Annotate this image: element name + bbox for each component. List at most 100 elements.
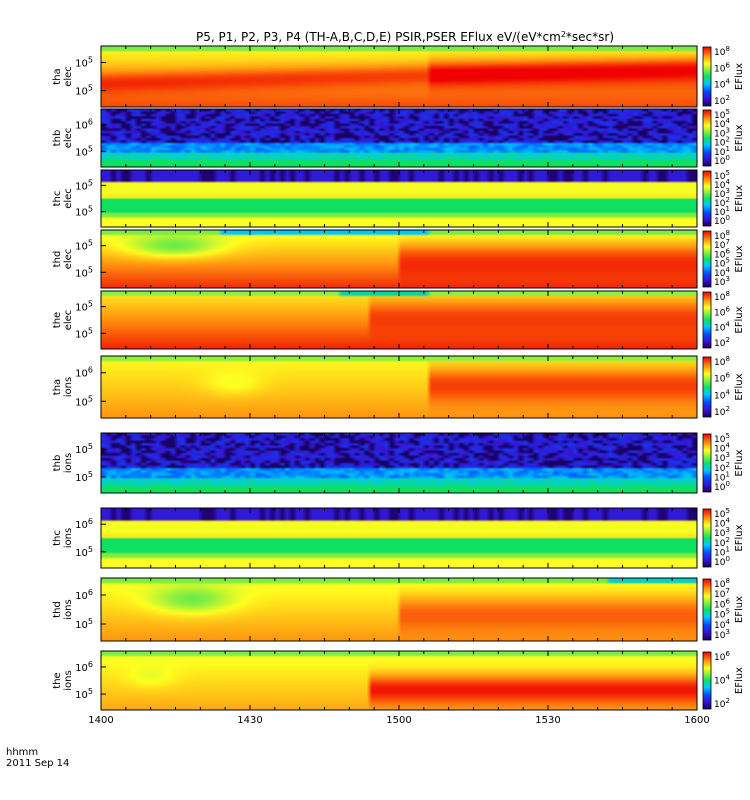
colorbar-tick-label: 104 (714, 178, 730, 191)
y-axis-species-label: ions (63, 377, 74, 397)
x-tick-label: 1600 (684, 715, 709, 726)
colorbar-tick-label: 102 (714, 697, 730, 710)
colorbar-label: EFlux (734, 373, 745, 400)
y-tick-label: 106 (75, 366, 93, 380)
y-tick-label: 105 (75, 687, 93, 701)
y-axis-species-label: elec (63, 66, 74, 87)
colorbar-tick-label: 106 (714, 597, 730, 610)
colorbar-tick-label: 102 (714, 336, 730, 349)
colorbar-tick-label: 107 (714, 238, 730, 251)
colorbar-tick-label: 104 (714, 321, 730, 334)
y-axis-species-label: ions (63, 599, 74, 619)
colorbar-tick-label: 104 (714, 266, 730, 279)
colorbar-tick-label: 106 (714, 650, 730, 663)
y-axis-species-label: elec (63, 128, 74, 149)
colorbar-tick-label: 102 (714, 94, 730, 107)
colorbar-label: EFlux (734, 306, 745, 333)
panel-tha-elec: 105 105 tha elec 108 106 104 102 EFlux (52, 45, 745, 108)
colorbar-tick-label: 105 (714, 257, 730, 270)
colorbar-tick-label: 102 (714, 136, 730, 149)
y-tick-label: 105 (75, 300, 93, 314)
colorbar-label: EFlux (734, 124, 745, 151)
x-axis-label: hhmm (6, 747, 38, 758)
x-tick-label: 1430 (237, 715, 262, 726)
y-tick-label: 105 (75, 84, 93, 98)
y-tick-label: 105 (75, 545, 93, 559)
colorbar-tick-label: 103 (714, 275, 730, 288)
spectrogram-thb-ions (101, 433, 697, 493)
y-tick-label: 106 (75, 660, 93, 674)
y-axis-probe-label: the (52, 312, 63, 328)
y-axis-species-label: ions (63, 670, 74, 690)
colorbar-label: EFlux (734, 524, 745, 551)
y-tick-label: 105 (75, 205, 93, 219)
colorbar-tick-label: 103 (714, 526, 730, 539)
spectrogram-thd-elec (101, 230, 697, 288)
spectrogram-tha-elec (101, 46, 697, 107)
y-tick-label: 105 (75, 326, 93, 340)
spectrogram-thb-elec (101, 109, 697, 167)
y-axis-probe-label: thb (52, 130, 63, 147)
y-tick-label: 106 (75, 517, 93, 531)
y-tick-label: 106 (75, 588, 93, 602)
colorbar-tick-label: 105 (714, 169, 730, 182)
colorbar-tick-label: 108 (714, 577, 730, 590)
colorbar-tick-label: 105 (714, 108, 730, 121)
spectrogram-thc-ions (101, 508, 697, 568)
colorbar-tick-label: 108 (714, 45, 730, 58)
y-axis-species-label: elec (63, 249, 74, 270)
colorbar-tick-label: 103 (714, 126, 730, 139)
colorbar-label: EFlux (734, 667, 745, 694)
y-axis-probe-label: the (52, 672, 63, 688)
colorbar-label: EFlux (734, 185, 745, 212)
colorbar-tick-label: 106 (714, 305, 730, 318)
colorbar-tick-label: 106 (714, 372, 730, 385)
colorbar-tick-label: 105 (714, 608, 730, 621)
y-axis-probe-label: tha (52, 379, 63, 395)
y-tick-label: 105 (75, 470, 93, 484)
colorbar-thb-elec (702, 109, 712, 167)
spectrogram-tha-ions (101, 356, 697, 418)
colorbar-thd-elec (702, 230, 712, 288)
y-axis-species-label: ions (63, 453, 74, 473)
y-tick-label: 105 (75, 617, 93, 631)
y-tick-label: 105 (75, 239, 93, 253)
colorbar-tick-label: 103 (714, 451, 730, 464)
colorbar-tick-label: 101 (714, 470, 730, 483)
colorbar-tick-label: 101 (714, 145, 730, 158)
colorbar-tick-label: 105 (714, 432, 730, 445)
colorbar-tick-label: 103 (714, 187, 730, 200)
colorbar-tick-label: 100 (714, 154, 730, 167)
colorbar-tha-ions (702, 356, 712, 418)
colorbar-thd-ions (702, 578, 712, 641)
y-tick-label: 105 (75, 55, 93, 69)
colorbar-thb-ions (702, 433, 712, 493)
colorbar-tick-label: 102 (714, 405, 730, 418)
x-tick-label: 1500 (386, 715, 411, 726)
colorbar-tick-label: 104 (714, 517, 730, 530)
y-axis-probe-label: thd (52, 251, 63, 268)
colorbar-tick-label: 102 (714, 536, 730, 549)
spectrogram-thc-elec (101, 170, 697, 227)
colorbar-tick-label: 100 (714, 214, 730, 227)
colorbar-tick-label: 104 (714, 78, 730, 91)
y-axis-species-label: elec (63, 188, 74, 209)
colorbar-thc-ions (702, 508, 712, 568)
colorbar-tick-label: 104 (714, 618, 730, 631)
y-axis-probe-label: thd (52, 601, 63, 618)
chart-title: P5, P1, P2, P3, P4 (TH-A,B,C,D,E) PSIR,P… (196, 30, 614, 44)
colorbar-label: EFlux (734, 449, 745, 476)
y-tick-label: 105 (75, 144, 93, 158)
panel-the-elec: 105 105 the elec 108 106 104 102 EFlux (52, 290, 745, 350)
colorbar-tick-label: 108 (714, 355, 730, 368)
colorbar-tick-label: 101 (714, 205, 730, 218)
colorbar-tick-label: 106 (714, 247, 730, 260)
y-axis-species-label: ions (63, 528, 74, 548)
colorbar-tick-label: 101 (714, 545, 730, 558)
y-axis-probe-label: tha (52, 68, 63, 84)
